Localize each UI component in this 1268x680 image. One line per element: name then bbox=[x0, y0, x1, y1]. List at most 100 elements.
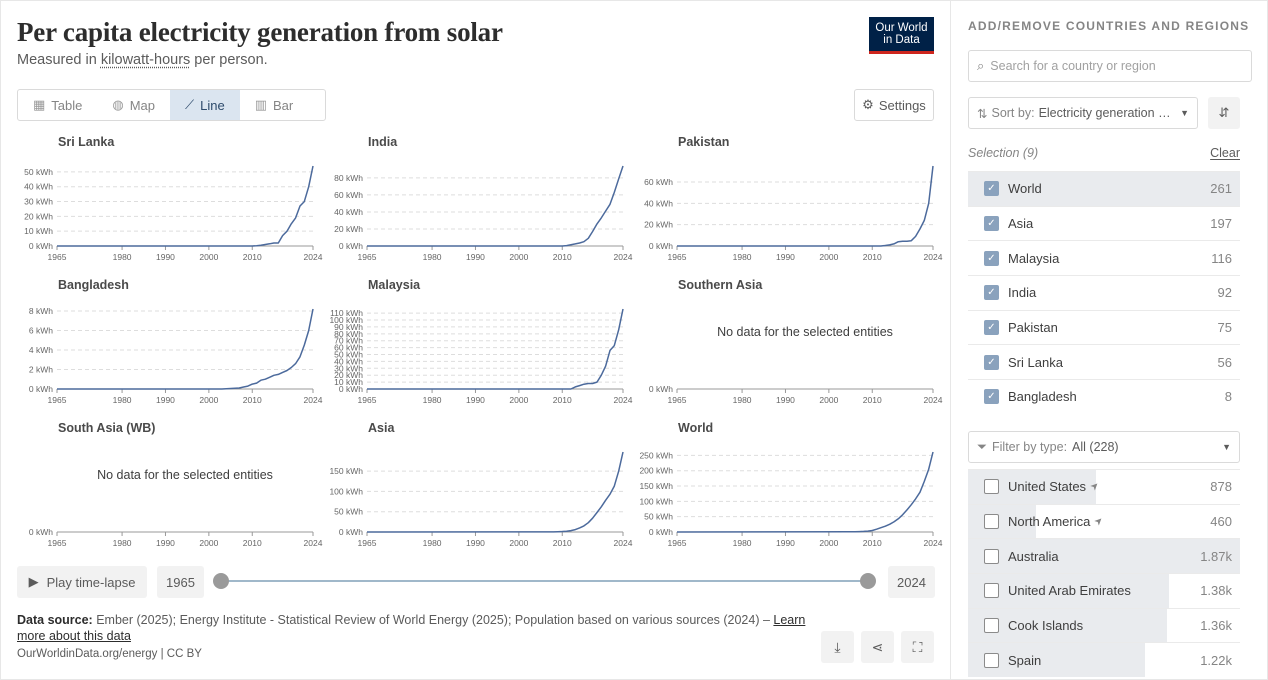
entity-checkbox[interactable]: ✓ bbox=[984, 320, 999, 335]
sort-dropdown[interactable]: ⇅ Sort by: Electricity generation from s… bbox=[968, 97, 1198, 129]
x-tick-label: 1990 bbox=[776, 395, 795, 405]
entity-name: Bangladesh bbox=[1008, 389, 1077, 404]
entity-row[interactable]: ✓ Bangladesh 8 bbox=[968, 379, 1240, 414]
search-icon: ⌕ bbox=[977, 58, 984, 74]
clear-selection-button[interactable]: Clear bbox=[1210, 146, 1240, 160]
y-tick-label: 40 kWh bbox=[644, 198, 673, 208]
y-tick-label: 0 kWh bbox=[649, 384, 673, 394]
x-tick-label: 1990 bbox=[156, 252, 175, 262]
y-tick-label: 20 kWh bbox=[334, 224, 363, 234]
x-tick-label: 2000 bbox=[199, 395, 218, 405]
chart-world: World 0 kWh 50 kWh 100 kWh 150 kWh 200 kWh 250… bbox=[639, 421, 942, 548]
chart-southern-asia: Southern Asia0 kWh1965 1980 1990 2000 2010 20… bbox=[649, 278, 943, 405]
entity-value: 1.38k bbox=[1200, 583, 1232, 598]
no-data-message: No data for the selected entities bbox=[717, 325, 893, 339]
chart-title: Malaysia bbox=[368, 278, 421, 292]
settings-button[interactable]: ⚙ Settings bbox=[854, 89, 934, 121]
entity-value: 878 bbox=[1210, 479, 1232, 494]
entity-row[interactable]: Australia 1.87k bbox=[968, 538, 1240, 573]
tab-map[interactable]: ◍ Map bbox=[97, 90, 170, 120]
entity-checkbox[interactable]: ✓ bbox=[984, 355, 999, 370]
tab-bar[interactable]: ▥ Bar bbox=[240, 90, 309, 120]
y-tick-label: 0 kWh bbox=[29, 241, 53, 251]
y-tick-label: 100 kWh bbox=[329, 486, 363, 496]
x-tick-label: 1965 bbox=[668, 395, 687, 405]
sort-order-button[interactable]: ⇵ bbox=[1208, 97, 1240, 129]
y-tick-label: 50 kWh bbox=[24, 167, 53, 177]
entity-name: Cook Islands bbox=[1008, 618, 1083, 633]
x-tick-label: 2010 bbox=[553, 395, 572, 405]
y-tick-label: 10 kWh bbox=[24, 226, 53, 236]
timeline-end-year[interactable]: 2024 bbox=[888, 566, 935, 598]
x-tick-label: 1990 bbox=[156, 538, 175, 548]
entity-checkbox[interactable] bbox=[984, 618, 999, 633]
entity-checkbox[interactable] bbox=[984, 479, 999, 494]
y-tick-label: 50 kWh bbox=[644, 512, 673, 522]
download-icon: ⤓ bbox=[834, 639, 840, 656]
y-tick-label: 40 kWh bbox=[24, 182, 53, 192]
entity-checkbox[interactable] bbox=[984, 583, 999, 598]
entity-checkbox[interactable]: ✓ bbox=[984, 181, 999, 196]
x-tick-label: 1980 bbox=[423, 395, 442, 405]
entity-value: 116 bbox=[1211, 251, 1232, 266]
chart-title: Sri Lanka bbox=[58, 135, 115, 149]
entity-row[interactable]: ✓ Pakistan 75 bbox=[968, 310, 1240, 345]
entity-row[interactable]: ✓ Asia 197 bbox=[968, 206, 1240, 241]
data-source: Data source: Ember (2025); Energy Instit… bbox=[17, 612, 807, 644]
timeline-end-handle[interactable] bbox=[860, 573, 876, 589]
entity-row[interactable]: United Arab Emirates 1.38k bbox=[968, 573, 1240, 608]
entity-checkbox[interactable]: ✓ bbox=[984, 285, 999, 300]
available-list: United States ➤ 878 North America ➤ 460 Austra… bbox=[968, 469, 1240, 677]
y-tick-label: 20 kWh bbox=[644, 220, 673, 230]
y-tick-label: 60 kWh bbox=[334, 190, 363, 200]
selected-list: ✓ World 261 ✓ Asia 197 ✓ Malaysia 116 ✓ India 92 ✓ Pa… bbox=[968, 171, 1240, 414]
search-input[interactable] bbox=[990, 59, 1230, 73]
entity-checkbox[interactable] bbox=[984, 653, 999, 668]
entity-row[interactable]: ✓ India 92 bbox=[968, 275, 1240, 310]
tab-table[interactable]: ▦ Table bbox=[18, 90, 97, 120]
timeline-track[interactable] bbox=[221, 580, 868, 582]
x-tick-label: 2024 bbox=[614, 395, 633, 405]
filter-value: All (228) bbox=[1072, 440, 1119, 454]
entity-name: World bbox=[1008, 181, 1042, 196]
entity-row[interactable]: United States ➤ 878 bbox=[968, 469, 1240, 504]
entity-name: Sri Lanka bbox=[1008, 355, 1063, 370]
fullscreen-button[interactable]: ⛶ bbox=[901, 631, 934, 663]
entity-checkbox[interactable] bbox=[984, 514, 999, 529]
share-button[interactable]: ⋖ bbox=[861, 631, 894, 663]
play-timelapse-button[interactable]: ▶ Play time-lapse bbox=[17, 566, 147, 598]
y-tick-label: 0 kWh bbox=[339, 241, 363, 251]
entity-row[interactable]: Cook Islands 1.36k bbox=[968, 608, 1240, 643]
entity-checkbox[interactable] bbox=[984, 549, 999, 564]
entity-row[interactable]: ✓ Sri Lanka 56 bbox=[968, 344, 1240, 379]
chart-south-asia-wb: South Asia (WB)0 kWh1965 1980 1990 2000 2010… bbox=[29, 421, 323, 548]
x-tick-label: 1980 bbox=[733, 538, 752, 548]
filter-type-dropdown[interactable]: ⏷ Filter by type: All (228) ▼ bbox=[968, 431, 1240, 463]
x-tick-label: 1980 bbox=[423, 538, 442, 548]
timeline-start-year[interactable]: 1965 bbox=[157, 566, 204, 598]
x-tick-label: 2024 bbox=[304, 252, 323, 262]
x-tick-label: 1965 bbox=[358, 538, 377, 548]
entity-checkbox[interactable]: ✓ bbox=[984, 389, 999, 404]
unit-link[interactable]: kilowatt-hours bbox=[101, 52, 190, 68]
entity-row[interactable]: ✓ Malaysia 116 bbox=[968, 240, 1240, 275]
tab-line[interactable]: ⟋ Line bbox=[170, 90, 240, 120]
x-tick-label: 2000 bbox=[199, 538, 218, 548]
series-line bbox=[367, 452, 623, 532]
x-tick-label: 1990 bbox=[776, 538, 795, 548]
entity-row[interactable]: ✓ World 261 bbox=[968, 171, 1240, 206]
download-button[interactable]: ⤓ bbox=[821, 631, 854, 663]
entity-checkbox[interactable]: ✓ bbox=[984, 251, 999, 266]
owid-logo[interactable]: Our World in Data bbox=[869, 17, 934, 54]
x-tick-label: 2000 bbox=[509, 395, 528, 405]
entity-name: North America bbox=[1008, 514, 1090, 529]
x-tick-label: 1965 bbox=[48, 252, 67, 262]
x-tick-label: 2024 bbox=[614, 538, 633, 548]
x-tick-label: 2010 bbox=[863, 538, 882, 548]
entity-checkbox[interactable]: ✓ bbox=[984, 216, 999, 231]
entity-row[interactable]: Spain 1.22k bbox=[968, 642, 1240, 677]
entity-row[interactable]: North America ➤ 460 bbox=[968, 504, 1240, 539]
search-box[interactable]: ⌕ bbox=[968, 50, 1252, 82]
chevron-down-icon: ▼ bbox=[1222, 442, 1231, 452]
timeline-start-handle[interactable] bbox=[213, 573, 229, 589]
